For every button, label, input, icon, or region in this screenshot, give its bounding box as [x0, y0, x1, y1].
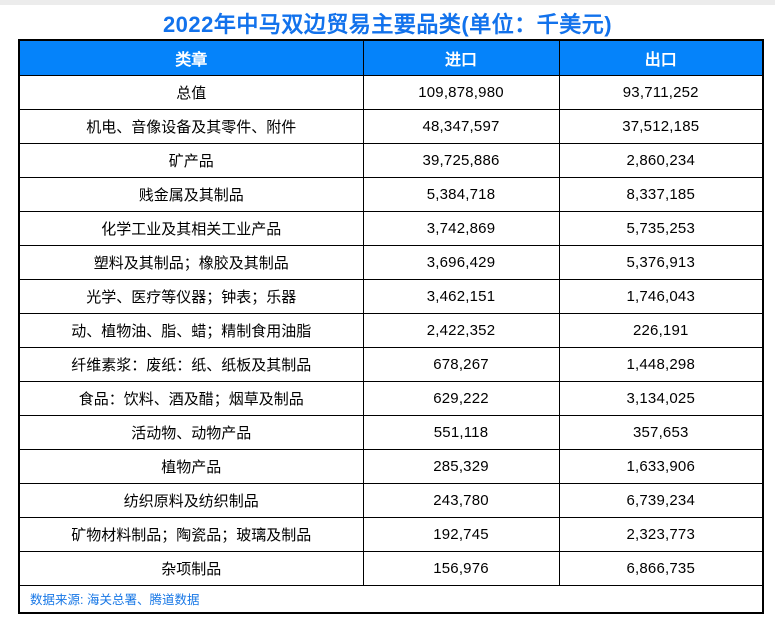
source-row: 数据来源: 海关总署、腾道数据 [18, 584, 764, 614]
export-cell: 1,746,043 [558, 278, 764, 314]
import-cell: 5,384,718 [362, 176, 560, 212]
import-cell: 285,329 [362, 448, 560, 484]
export-cell: 1,633,906 [558, 448, 764, 484]
import-cell: 3,696,429 [362, 244, 560, 280]
table-row: 矿物材料制品；陶瓷品；玻璃及制品 192,745 2,323,773 [18, 516, 764, 552]
export-cell: 8,337,185 [558, 176, 764, 212]
import-cell: 551,118 [362, 414, 560, 450]
table-row: 机电、音像设备及其零件、附件 48,347,597 37,512,185 [18, 108, 764, 144]
export-cell: 37,512,185 [558, 108, 764, 144]
export-cell: 1,448,298 [558, 346, 764, 382]
category-cell: 纤维素浆：废纸：纸、纸板及其制品 [18, 346, 364, 382]
header-export: 出口 [558, 39, 764, 76]
export-cell: 3,134,025 [558, 380, 764, 416]
import-cell: 3,742,869 [362, 210, 560, 246]
table-row: 活动物、动物产品 551,118 357,653 [18, 414, 764, 450]
table-row: 总值 109,878,980 93,711,252 [18, 74, 764, 110]
category-cell: 植物产品 [18, 448, 364, 484]
category-cell: 总值 [18, 74, 364, 110]
export-cell: 357,653 [558, 414, 764, 450]
table-row: 化学工业及其相关工业产品 3,742,869 5,735,253 [18, 210, 764, 246]
category-cell: 动、植物油、脂、蜡；精制食用油脂 [18, 312, 364, 348]
table-row: 纺织原料及纺织制品 243,780 6,739,234 [18, 482, 764, 518]
import-cell: 678,267 [362, 346, 560, 382]
table-row: 矿产品 39,725,886 2,860,234 [18, 142, 764, 178]
import-cell: 243,780 [362, 482, 560, 518]
table-row: 塑料及其制品；橡胶及其制品 3,696,429 5,376,913 [18, 244, 764, 280]
export-cell: 2,323,773 [558, 516, 764, 552]
export-cell: 226,191 [558, 312, 764, 348]
table-row: 植物产品 285,329 1,633,906 [18, 448, 764, 484]
trade-table: 类章 进口 出口 总值 109,878,980 93,711,252 机电、音像设备及… [18, 39, 764, 614]
import-cell: 48,347,597 [362, 108, 560, 144]
table-row: 杂项制品 156,976 6,866,735 [18, 550, 764, 586]
category-cell: 机电、音像设备及其零件、附件 [18, 108, 364, 144]
import-cell: 3,462,151 [362, 278, 560, 314]
import-cell: 192,745 [362, 516, 560, 552]
category-cell: 矿产品 [18, 142, 364, 178]
export-cell: 5,376,913 [558, 244, 764, 280]
export-cell: 2,860,234 [558, 142, 764, 178]
table-row: 食品：饮料、酒及醋；烟草及制品 629,222 3,134,025 [18, 380, 764, 416]
export-cell: 6,866,735 [558, 550, 764, 586]
category-cell: 矿物材料制品；陶瓷品；玻璃及制品 [18, 516, 364, 552]
category-cell: 杂项制品 [18, 550, 364, 586]
import-cell: 156,976 [362, 550, 560, 586]
category-cell: 食品：饮料、酒及醋；烟草及制品 [18, 380, 364, 416]
export-cell: 93,711,252 [558, 74, 764, 110]
category-cell: 活动物、动物产品 [18, 414, 364, 450]
category-cell: 化学工业及其相关工业产品 [18, 210, 364, 246]
import-cell: 109,878,980 [362, 74, 560, 110]
import-cell: 2,422,352 [362, 312, 560, 348]
table-row: 动、植物油、脂、蜡；精制食用油脂 2,422,352 226,191 [18, 312, 764, 348]
table-body: 总值 109,878,980 93,711,252 机电、音像设备及其零件、附件 48,… [18, 74, 764, 586]
export-cell: 6,739,234 [558, 482, 764, 518]
table-header: 类章 进口 出口 [18, 39, 764, 76]
category-cell: 贱金属及其制品 [18, 176, 364, 212]
import-cell: 629,222 [362, 380, 560, 416]
header-row: 类章 进口 出口 [18, 39, 764, 76]
header-import: 进口 [362, 39, 560, 76]
table-row: 光学、医疗等仪器；钟表；乐器 3,462,151 1,746,043 [18, 278, 764, 314]
table-row: 贱金属及其制品 5,384,718 8,337,185 [18, 176, 764, 212]
table-row: 纤维素浆：废纸：纸、纸板及其制品 678,267 1,448,298 [18, 346, 764, 382]
import-cell: 39,725,886 [362, 142, 560, 178]
page-title: 2022年中马双边贸易主要品类(单位：千美元) [162, 12, 613, 37]
top-strip [0, 0, 775, 5]
table-footer: 数据来源: 海关总署、腾道数据 [18, 584, 764, 614]
header-category: 类章 [18, 39, 364, 76]
data-source-note: 数据来源: 海关总署、腾道数据 [18, 584, 764, 614]
category-cell: 纺织原料及纺织制品 [18, 482, 364, 518]
export-cell: 5,735,253 [558, 210, 764, 246]
category-cell: 光学、医疗等仪器；钟表；乐器 [18, 278, 364, 314]
category-cell: 塑料及其制品；橡胶及其制品 [18, 244, 364, 280]
